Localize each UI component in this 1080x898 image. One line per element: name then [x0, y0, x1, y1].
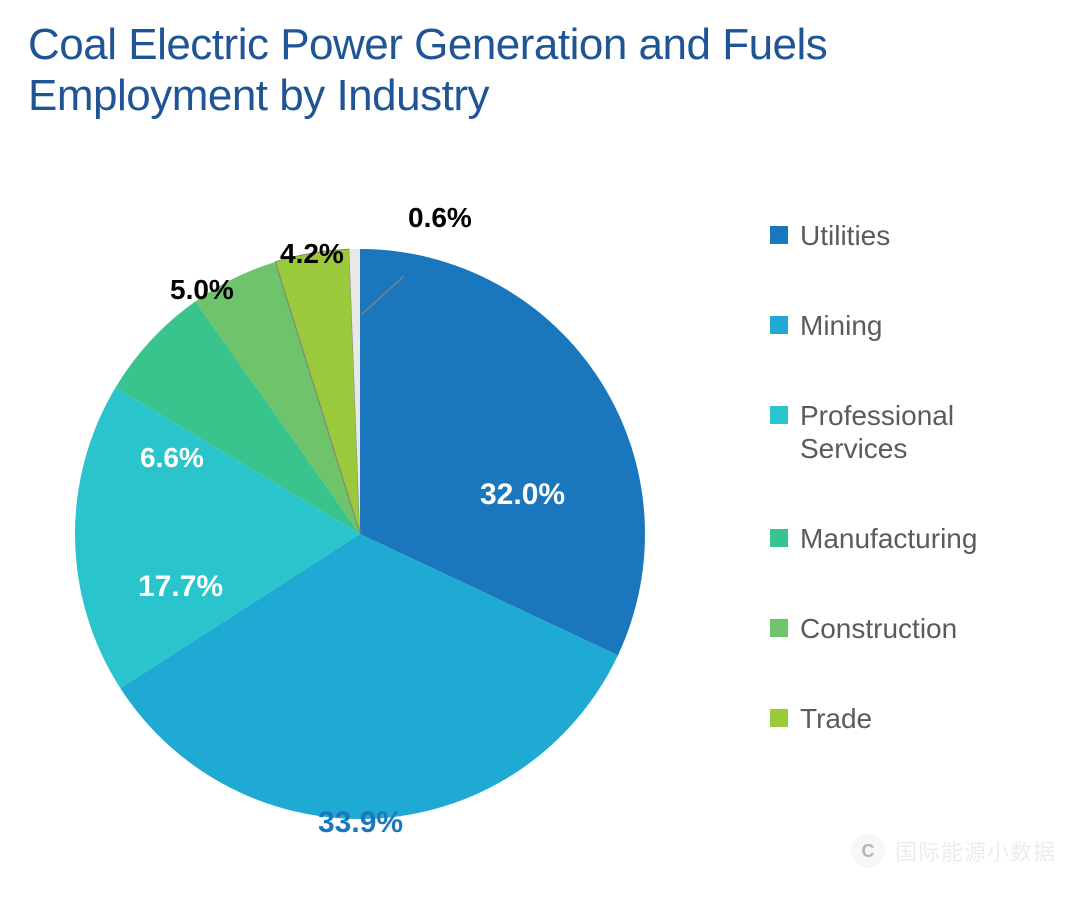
legend-swatch — [770, 529, 788, 547]
legend: Utilities Mining ProfessionalServices Manuf… — [770, 220, 1070, 793]
legend-label: Utilities — [800, 220, 890, 252]
legend-item-trade: Trade — [770, 703, 1070, 735]
legend-swatch — [770, 226, 788, 244]
legend-swatch — [770, 406, 788, 424]
chart-title: Coal Electric Power Generation and Fuels… — [28, 20, 827, 121]
pie-chart: 32.0%33.9%17.7%6.6%5.0%4.2%0.6% — [60, 170, 660, 770]
wechat-icon: C — [851, 834, 885, 868]
legend-item-mining: Mining — [770, 310, 1070, 342]
legend-label: Manufacturing — [800, 523, 977, 555]
watermark-text: 国际能源小数据 — [895, 835, 1056, 867]
slice-label-manufacturing: 6.6% — [140, 442, 204, 474]
legend-label: Trade — [800, 703, 872, 735]
slice-label-other: 0.6% — [408, 202, 472, 234]
legend-label: Construction — [800, 613, 957, 645]
slice-label-professional-services: 17.7% — [138, 570, 223, 604]
legend-item-utilities: Utilities — [770, 220, 1070, 252]
pie-svg — [60, 234, 660, 834]
slice-label-construction: 5.0% — [170, 274, 234, 306]
legend-item-construction: Construction — [770, 613, 1070, 645]
legend-item-manufacturing: Manufacturing — [770, 523, 1070, 555]
watermark: C 国际能源小数据 — [851, 834, 1056, 868]
slice-label-mining: 33.9% — [318, 806, 403, 840]
legend-swatch — [770, 316, 788, 334]
legend-label: Mining — [800, 310, 882, 342]
slice-label-trade: 4.2% — [280, 238, 344, 270]
legend-label: ProfessionalServices — [800, 400, 954, 464]
legend-swatch — [770, 709, 788, 727]
legend-item-professional-services: ProfessionalServices — [770, 400, 1070, 464]
legend-swatch — [770, 619, 788, 637]
slice-label-utilities: 32.0% — [480, 478, 565, 512]
